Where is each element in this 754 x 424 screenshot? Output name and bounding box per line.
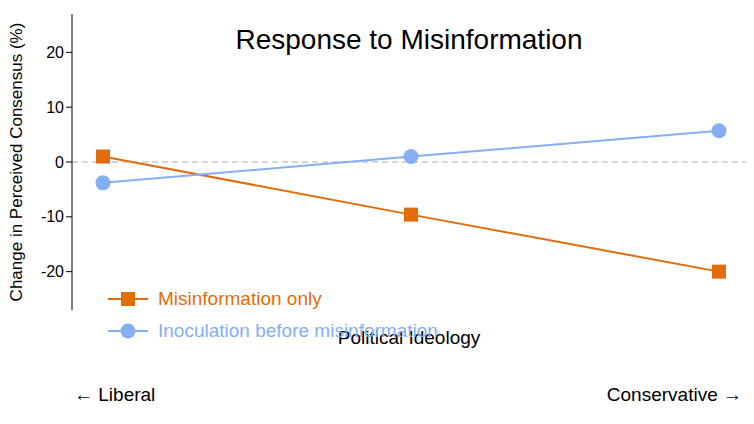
svg-text:10: 10 xyxy=(46,99,64,116)
svg-text:-10: -10 xyxy=(41,208,64,225)
svg-text:Change in Perceived Consensus: Change in Perceived Consensus (%) xyxy=(8,23,26,302)
svg-text:-20: -20 xyxy=(41,263,64,280)
svg-text:Political Ideology: Political Ideology xyxy=(338,327,481,348)
svg-text:20: 20 xyxy=(46,44,64,61)
svg-text:0: 0 xyxy=(55,154,64,171)
